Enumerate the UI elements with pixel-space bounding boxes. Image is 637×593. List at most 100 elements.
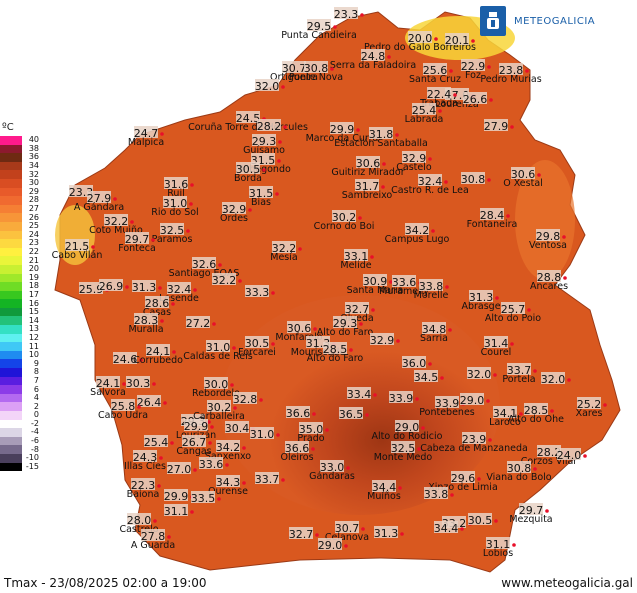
station-marker[interactable]: 26.9	[99, 279, 129, 293]
station-marker[interactable]: 29.0	[318, 538, 348, 552]
station-marker[interactable]: 36.0	[402, 356, 432, 370]
station-marker[interactable]: 28.2	[257, 119, 287, 133]
station-marker[interactable]: 27.9	[484, 119, 514, 133]
station-marker[interactable]: 30.8	[461, 172, 491, 186]
source-link[interactable]: www.meteogalicia.gal	[501, 576, 633, 590]
station-marker[interactable]: 31.3	[132, 280, 162, 294]
station-marker[interactable]: 24.6	[113, 352, 143, 366]
station-marker[interactable]: 27.0	[167, 462, 197, 476]
station-marker[interactable]: 32.9	[370, 333, 400, 347]
station-marker[interactable]: 26.4	[137, 395, 167, 409]
station-marker[interactable]: 34.4	[434, 521, 464, 535]
station-marker[interactable]: 26.6	[463, 92, 493, 106]
station-marker[interactable]: 36.6	[286, 406, 316, 420]
station-marker[interactable]: 33.3	[245, 285, 275, 299]
station-marker[interactable]: 29.9	[164, 489, 194, 503]
station-marker[interactable]: 31.3	[374, 526, 404, 540]
station-marker[interactable]: 27.8A Guarda	[131, 529, 175, 551]
station-marker[interactable]: 32.0	[541, 372, 571, 386]
station-marker[interactable]: 33.4	[347, 387, 377, 401]
station-marker[interactable]: 20.1	[445, 33, 475, 47]
station-marker[interactable]: 33.6	[199, 457, 229, 471]
station-marker[interactable]: 33.5	[191, 491, 221, 505]
station-marker[interactable]: 33.8	[424, 487, 454, 501]
station-marker[interactable]: 31.1	[164, 504, 194, 518]
station-marker[interactable]: 32.0	[255, 79, 285, 93]
station-marker[interactable]: 36.5	[339, 407, 369, 421]
station-marker[interactable]: 30.5	[468, 513, 498, 527]
station-marker[interactable]: 29.0	[460, 393, 490, 407]
station-marker[interactable]: 25.4	[144, 435, 174, 449]
station-marker[interactable]: 30.6O Xestal	[503, 167, 543, 189]
station-marker[interactable]: 23.3	[334, 7, 364, 21]
station-marker[interactable]: 32.2	[212, 273, 242, 287]
station-marker[interactable]: 32.8	[233, 392, 263, 406]
